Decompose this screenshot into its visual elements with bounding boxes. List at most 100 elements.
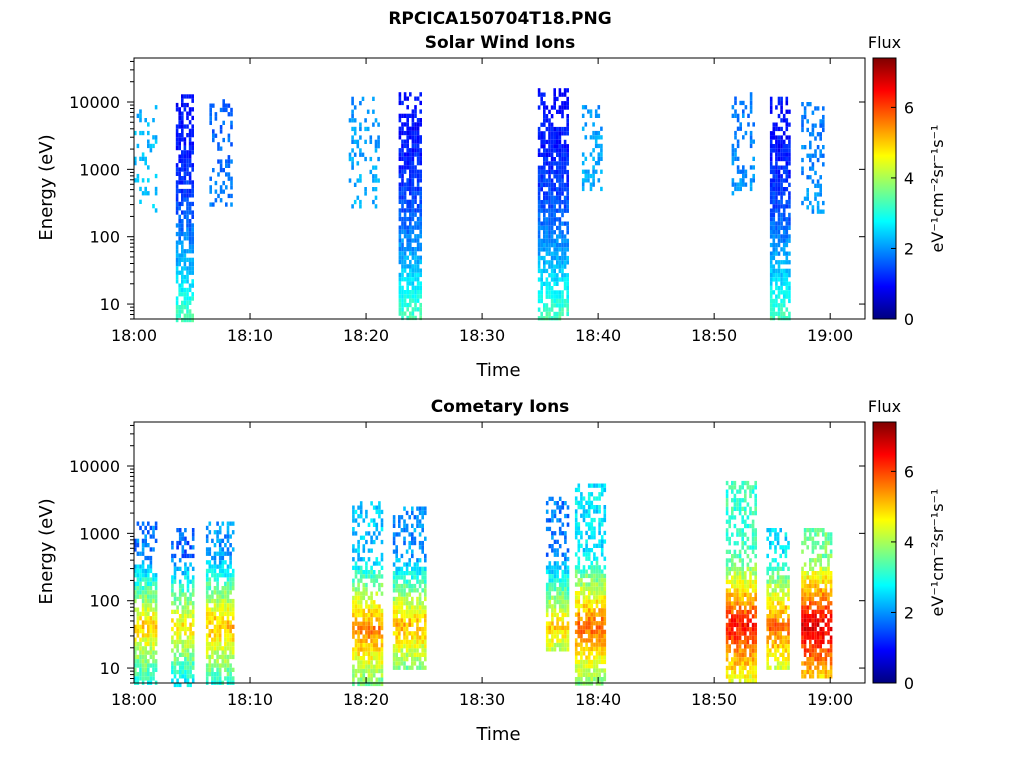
flux-cell bbox=[746, 678, 750, 683]
flux-cell bbox=[226, 590, 230, 595]
flux-cell bbox=[564, 630, 567, 635]
flux-cell bbox=[370, 660, 373, 665]
flux-cell bbox=[769, 635, 772, 640]
flux-cell bbox=[566, 548, 570, 553]
flux-cell bbox=[582, 651, 586, 656]
flux-cell bbox=[365, 625, 368, 631]
flux-cell bbox=[221, 624, 225, 629]
flux-cell bbox=[744, 592, 747, 597]
flux-cell bbox=[362, 643, 366, 648]
flux-cell bbox=[409, 298, 412, 303]
flux-cell bbox=[348, 152, 352, 157]
flux-cell bbox=[563, 161, 567, 166]
flux-cell bbox=[171, 669, 174, 675]
flux-cell bbox=[149, 637, 153, 642]
flux-cell bbox=[809, 592, 812, 597]
flux-cell bbox=[548, 208, 551, 213]
flux-cell bbox=[178, 180, 181, 185]
flux-cell bbox=[186, 313, 189, 318]
flux-cell bbox=[776, 665, 780, 670]
flux-cell bbox=[788, 311, 791, 316]
flux-cell bbox=[787, 596, 790, 602]
flux-cell bbox=[545, 221, 549, 226]
flux-cell bbox=[561, 260, 564, 265]
flux-cell bbox=[183, 262, 187, 267]
flux-cell bbox=[749, 631, 752, 636]
flux-cell bbox=[537, 191, 541, 196]
flux-cell bbox=[411, 229, 415, 235]
flux-cell bbox=[175, 188, 179, 194]
flux-cell bbox=[411, 661, 414, 666]
flux-cell bbox=[540, 187, 543, 192]
flux-cell bbox=[801, 596, 804, 602]
flux-cell bbox=[398, 152, 402, 157]
flux-cell bbox=[181, 253, 184, 258]
flux-cell bbox=[776, 592, 780, 597]
flux-cell bbox=[403, 298, 407, 303]
flux-cell bbox=[814, 583, 817, 589]
flux-cell bbox=[136, 641, 140, 647]
flux-cell bbox=[139, 637, 142, 642]
flux-cell bbox=[785, 277, 789, 282]
flux-cell bbox=[395, 558, 398, 563]
flux-cell bbox=[191, 579, 195, 584]
flux-cell bbox=[413, 614, 417, 619]
flux-cell bbox=[226, 568, 230, 574]
flux-cell bbox=[416, 225, 420, 230]
flux-cell bbox=[824, 661, 828, 666]
flux-cell bbox=[746, 485, 750, 490]
flux-cell bbox=[186, 300, 189, 305]
flux-cell bbox=[780, 191, 783, 196]
flux-cell bbox=[189, 601, 192, 606]
flux-cell bbox=[171, 588, 174, 593]
flux-cell bbox=[822, 648, 825, 653]
flux-cell bbox=[211, 590, 214, 595]
flux-cell bbox=[416, 644, 419, 649]
flux-cell bbox=[600, 126, 603, 131]
flux-cell bbox=[725, 627, 729, 632]
flux-cell bbox=[600, 487, 604, 493]
flux-cell bbox=[416, 216, 420, 222]
flux-cell bbox=[213, 676, 217, 681]
flux-cell bbox=[186, 626, 190, 632]
flux-cell bbox=[209, 120, 212, 125]
flux-cell bbox=[208, 564, 212, 569]
flux-cell bbox=[731, 511, 734, 516]
flux-cell bbox=[788, 234, 791, 239]
flux-cell bbox=[829, 553, 833, 559]
flux-cell bbox=[416, 264, 420, 269]
flux-cell bbox=[752, 165, 755, 170]
flux-cell bbox=[141, 551, 145, 556]
flux-cell bbox=[191, 665, 195, 670]
flux-cell bbox=[558, 225, 562, 231]
flux-cell bbox=[212, 168, 215, 173]
flux-cell bbox=[188, 249, 192, 254]
flux-cell bbox=[211, 607, 214, 612]
flux-cell bbox=[403, 592, 406, 597]
flux-cell bbox=[585, 642, 588, 647]
flux-cell bbox=[550, 144, 554, 149]
flux-cell bbox=[553, 182, 556, 188]
flux-cell bbox=[780, 152, 783, 157]
flux-cell bbox=[545, 518, 549, 523]
flux-cell bbox=[551, 625, 554, 630]
flux-cell bbox=[736, 182, 740, 187]
flux-cell bbox=[221, 646, 225, 651]
flux-cell bbox=[171, 665, 174, 670]
flux-cell bbox=[352, 651, 355, 656]
flux-cell bbox=[603, 621, 607, 626]
flux-cell bbox=[775, 152, 778, 157]
flux-cell bbox=[186, 219, 189, 224]
flux-cell bbox=[780, 316, 783, 321]
flux-cell bbox=[409, 264, 412, 269]
flux-cell bbox=[354, 531, 358, 536]
flux-cell bbox=[558, 298, 562, 304]
flux-cell bbox=[219, 125, 223, 130]
flux-cell bbox=[144, 568, 147, 574]
flux-cell bbox=[553, 509, 557, 514]
flux-cell bbox=[725, 670, 729, 675]
flux-cell bbox=[154, 525, 158, 531]
flux-cell bbox=[776, 575, 780, 580]
flux-cell bbox=[186, 648, 190, 653]
flux-cell bbox=[582, 608, 586, 613]
